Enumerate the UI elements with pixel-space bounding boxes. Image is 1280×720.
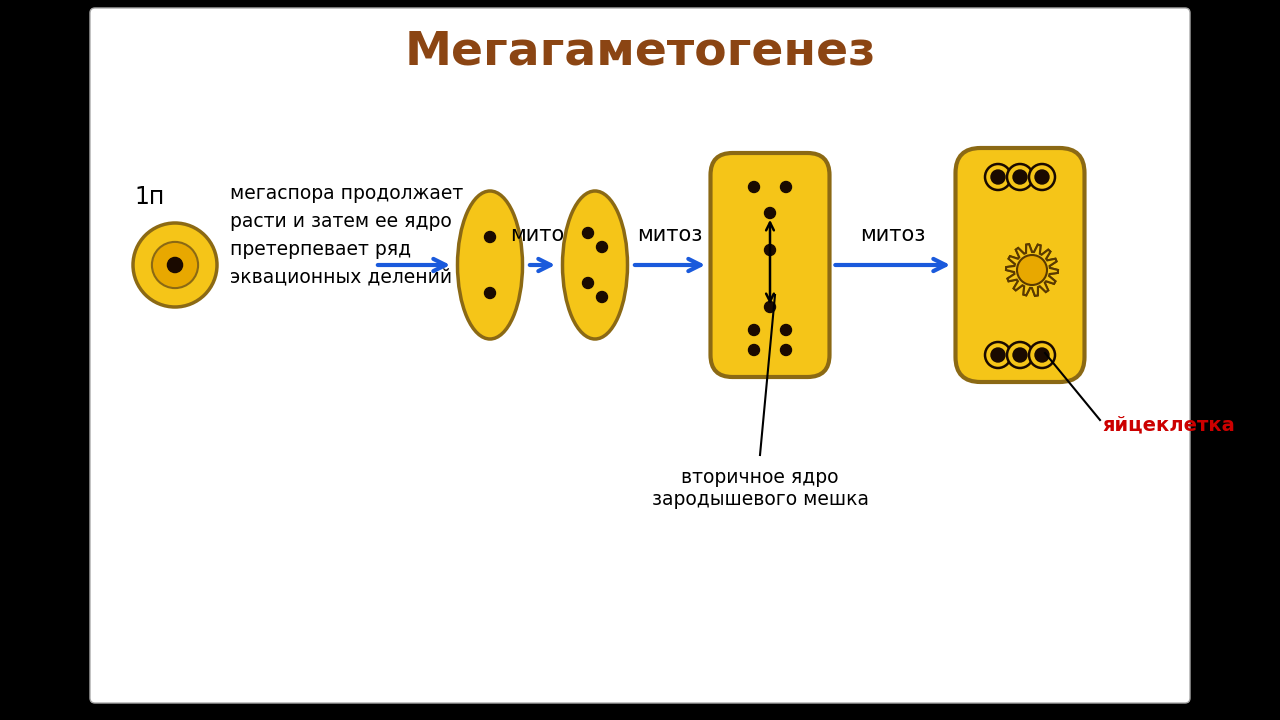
FancyBboxPatch shape [90, 8, 1190, 703]
Text: 1п: 1п [134, 185, 165, 209]
Circle shape [764, 207, 776, 218]
Circle shape [749, 325, 759, 336]
Text: вторичное ядро
зародышевого мешка: вторичное ядро зародышевого мешка [652, 468, 869, 509]
Circle shape [991, 170, 1005, 184]
Circle shape [1036, 348, 1050, 362]
Circle shape [781, 181, 791, 192]
Circle shape [764, 245, 776, 256]
FancyBboxPatch shape [955, 148, 1084, 382]
Circle shape [168, 258, 183, 273]
Circle shape [781, 325, 791, 336]
Circle shape [1012, 348, 1027, 362]
Text: митоз: митоз [509, 225, 575, 245]
Text: митоз: митоз [860, 225, 925, 245]
Circle shape [986, 164, 1011, 190]
Circle shape [1036, 170, 1050, 184]
Circle shape [749, 344, 759, 356]
Text: мегаспора продолжает
расти и затем ее ядро
претерпевает ряд
эквационных делений: мегаспора продолжает расти и затем ее яд… [230, 184, 463, 287]
Polygon shape [1006, 244, 1059, 296]
Circle shape [1029, 164, 1055, 190]
Circle shape [1029, 342, 1055, 368]
Circle shape [582, 277, 594, 289]
Circle shape [986, 342, 1011, 368]
Circle shape [749, 181, 759, 192]
Ellipse shape [457, 191, 522, 339]
Text: митоз: митоз [637, 225, 703, 245]
Circle shape [1007, 342, 1033, 368]
Circle shape [485, 287, 495, 299]
Circle shape [596, 241, 608, 253]
Circle shape [582, 228, 594, 238]
Text: Мегагаметогенез: Мегагаметогенез [404, 30, 876, 74]
FancyBboxPatch shape [710, 153, 829, 377]
Circle shape [1007, 164, 1033, 190]
Circle shape [1012, 170, 1027, 184]
Ellipse shape [562, 191, 627, 339]
Circle shape [991, 348, 1005, 362]
Circle shape [152, 242, 198, 288]
Circle shape [596, 292, 608, 302]
Circle shape [781, 344, 791, 356]
Polygon shape [1006, 244, 1059, 296]
Circle shape [485, 232, 495, 243]
Text: яйцеклетка: яйцеклетка [1102, 415, 1235, 434]
Circle shape [133, 223, 218, 307]
Circle shape [764, 302, 776, 312]
Circle shape [1018, 255, 1047, 285]
